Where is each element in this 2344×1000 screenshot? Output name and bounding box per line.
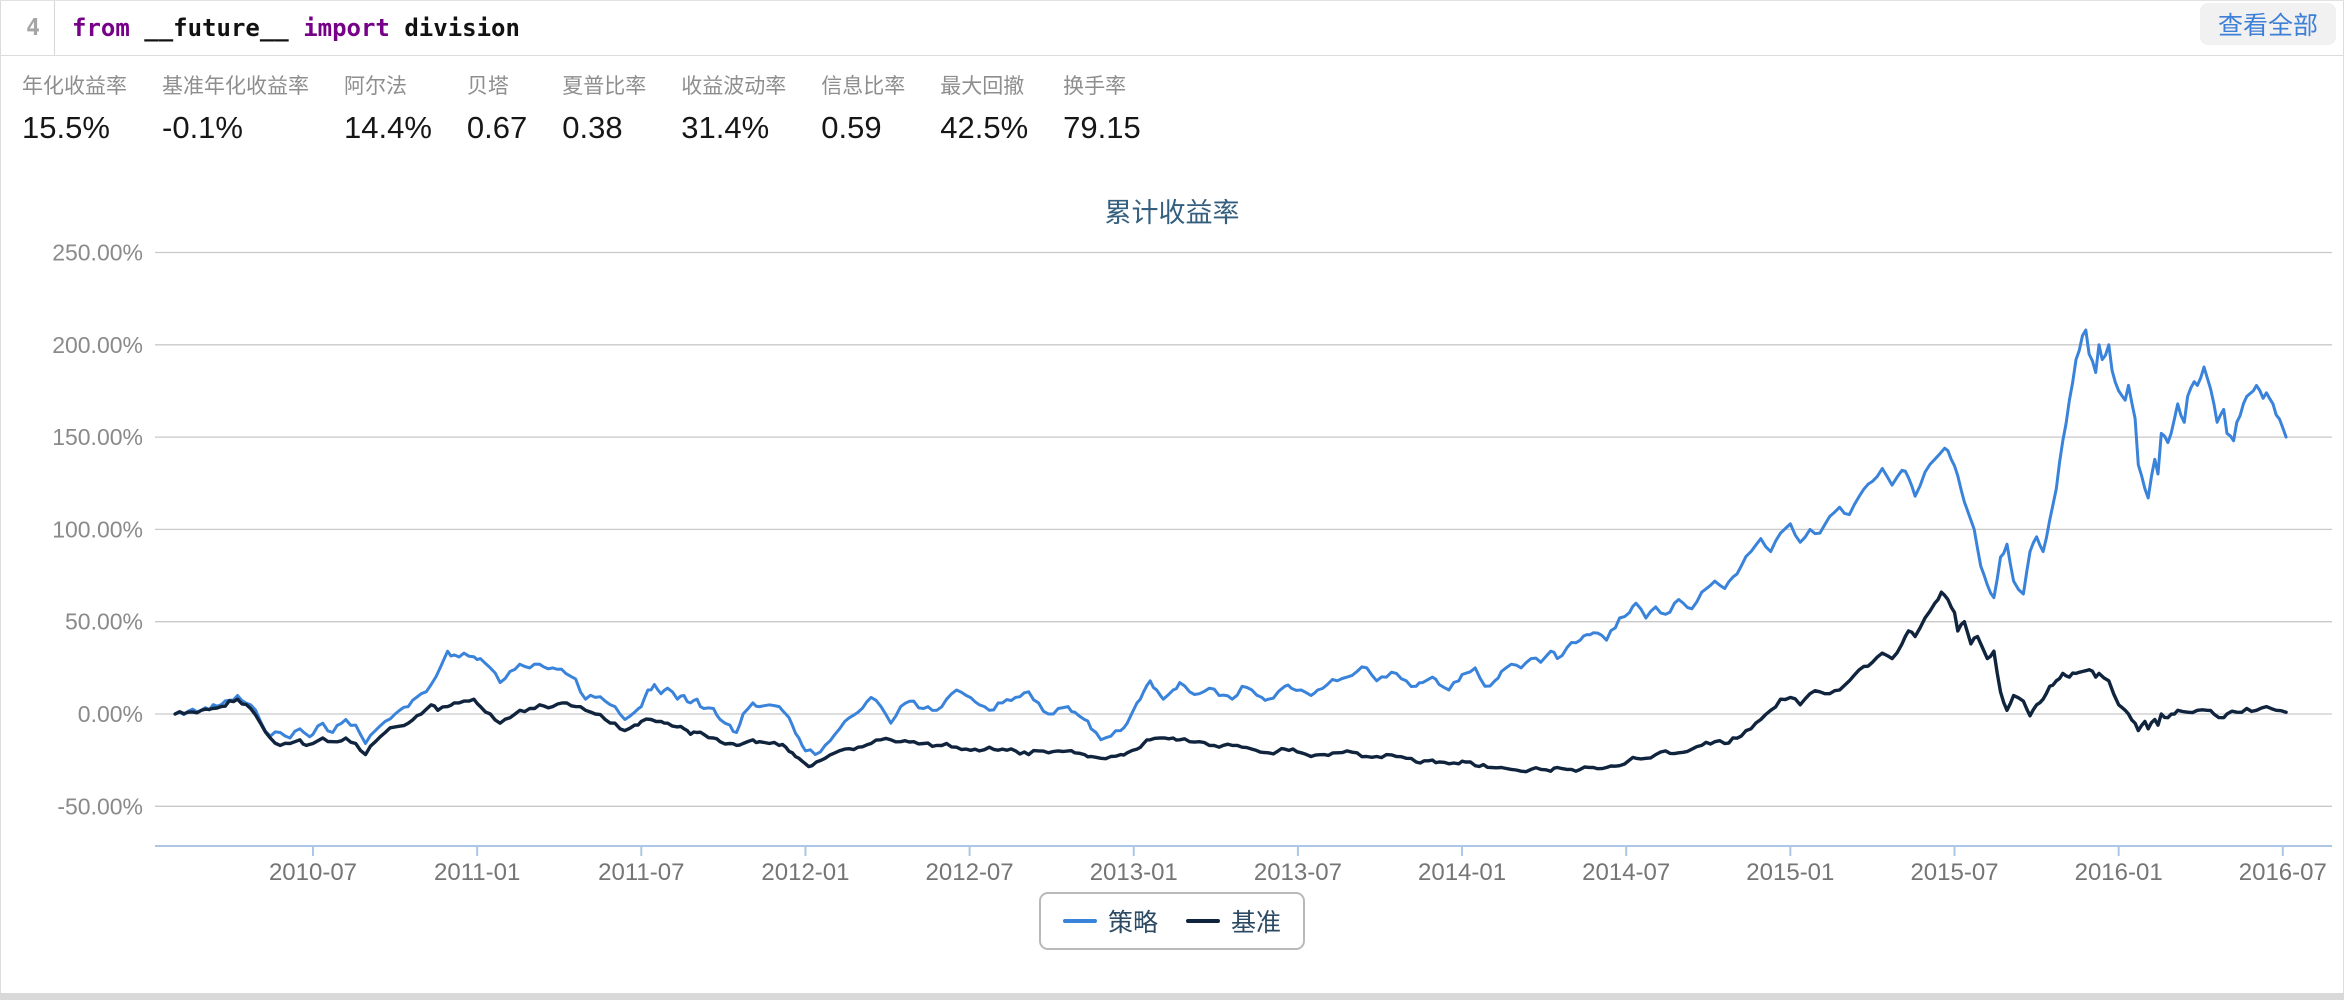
x-axis-tick-label: 2014-01 (1418, 859, 1506, 886)
metric-value: 42.5% (940, 110, 1029, 145)
x-axis-tick-label: 2013-01 (1090, 859, 1178, 886)
code-editor-row: 4 from __future__ import division 查看全部 (0, 1, 2344, 56)
metric-block: 年化收益率 15.5% (22, 73, 127, 146)
metric-label: 基准年化收益率 (162, 75, 309, 98)
chart-title: 累计收益率 (1104, 198, 1240, 228)
x-axis-tick-label: 2012-01 (761, 859, 849, 886)
y-axis-tick-label: 150.00% (52, 424, 143, 450)
y-axis-tick-label: 0.00% (78, 701, 143, 727)
line-number: 4 (26, 15, 40, 41)
legend-item-benchmark[interactable]: 基准 (1186, 903, 1281, 939)
y-axis-tick-label: 50.00% (65, 609, 143, 635)
x-axis-tick-label: 2015-07 (1910, 859, 1998, 886)
code-token-keyword: import (303, 14, 390, 42)
x-axis-tick-label: 2013-07 (1254, 859, 1342, 886)
metric-value: -0.1% (162, 110, 243, 145)
metric-block: 信息比率 0.59 (821, 73, 905, 146)
x-axis-tick-label: 2016-01 (2075, 859, 2163, 886)
metric-block: 基准年化收益率 -0.1% (162, 73, 309, 146)
legend-line-swatch (1186, 919, 1220, 923)
x-axis-tick-label: 2016-07 (2239, 859, 2327, 886)
metric-block: 换手率 79.15 (1063, 73, 1141, 146)
metric-value: 15.5% (22, 110, 110, 145)
x-axis-tick-label: 2015-01 (1746, 859, 1834, 886)
legend-label: 策略 (1107, 909, 1158, 937)
metric-value: 0.38 (562, 110, 623, 145)
metric-value: 31.4% (681, 110, 770, 145)
metric-label: 贝塔 (466, 75, 509, 98)
metric-value: 0.59 (821, 110, 882, 145)
metric-block: 夏普比率 0.38 (562, 73, 646, 146)
metric-label: 信息比率 (821, 75, 906, 98)
x-axis-tick-label: 2011-07 (598, 859, 684, 886)
metrics-row: 年化收益率 15.5% 基准年化收益率 -0.1% 阿尔法 14.4% 贝塔 0.67 夏普比率… (22, 73, 1141, 146)
panel-bottom-border (0, 993, 2344, 1000)
legend-label: 基准 (1231, 909, 1282, 937)
y-axis-tick-label: -50.00% (57, 793, 143, 819)
chart-legend: 策略 基准 (1038, 892, 1306, 950)
legend-line-swatch (1062, 919, 1097, 923)
y-axis-tick-label: 100.00% (52, 516, 143, 542)
metric-value: 14.4% (344, 110, 432, 145)
code-token-plain: division (389, 14, 520, 42)
metric-block: 收益波动率 31.4% (681, 73, 786, 146)
y-axis-tick-label: 200.00% (52, 332, 143, 358)
metric-block: 阿尔法 14.4% (344, 73, 432, 146)
x-axis-tick-label: 2010-07 (269, 859, 357, 886)
legend-item-strategy[interactable]: 策略 (1062, 903, 1158, 939)
metric-label: 最大回撤 (940, 75, 1025, 98)
metric-value: 79.15 (1063, 110, 1141, 145)
metric-label: 换手率 (1063, 75, 1127, 98)
x-axis-tick-label: 2011-01 (434, 859, 520, 886)
code-token-keyword: from (72, 14, 130, 42)
metric-block: 贝塔 0.67 (467, 73, 527, 146)
series-line-benchmark (173, 590, 2288, 774)
y-axis-tick-label: 250.00% (52, 240, 143, 266)
metric-block: 最大回撤 42.5% (940, 73, 1028, 146)
x-axis-tick-label: 2014-07 (1582, 859, 1670, 886)
series-line-strategy (173, 328, 2288, 757)
metric-value: 0.67 (466, 110, 528, 145)
code-token-plain: __future__ (129, 14, 304, 42)
metric-label: 夏普比率 (562, 75, 647, 98)
code-line: from __future__ import division (72, 1, 520, 55)
x-axis-tick-label: 2012-07 (926, 859, 1014, 886)
panel-left-border (0, 1, 1, 1000)
view-all-button[interactable]: 查看全部 (2199, 3, 2336, 45)
metric-label: 阿尔法 (344, 75, 407, 98)
metric-label: 收益波动率 (681, 75, 787, 98)
metric-label: 年化收益率 (22, 75, 127, 98)
line-number-gutter: 4 (0, 1, 55, 55)
